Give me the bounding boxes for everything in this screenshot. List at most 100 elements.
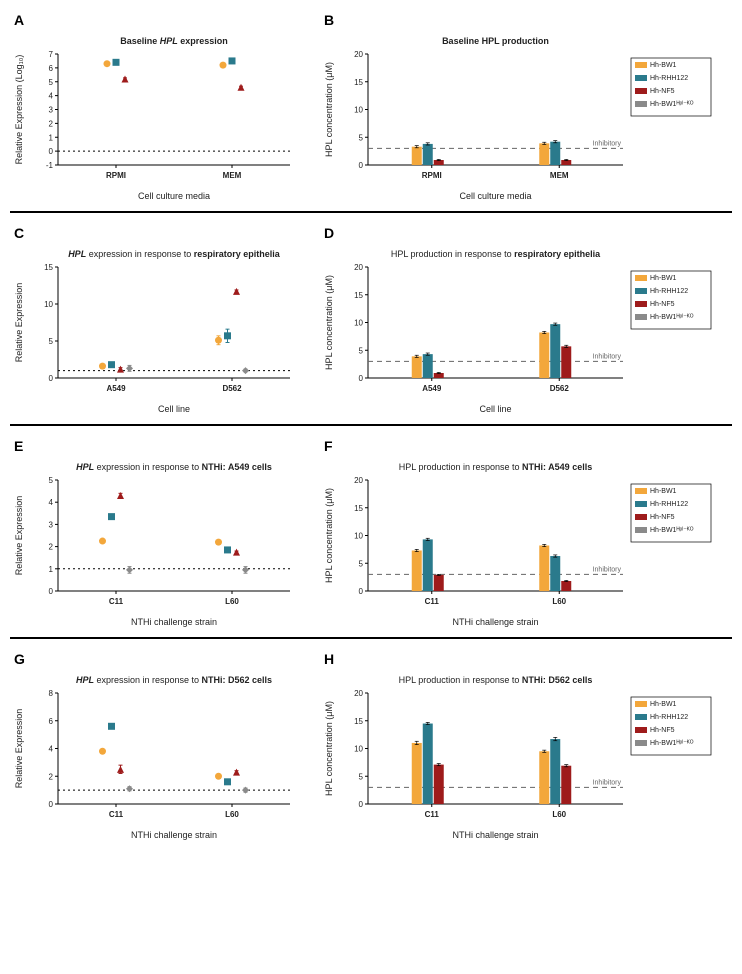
- svg-text:HPL production in response to: HPL production in response to NTHi: A549…: [399, 462, 592, 472]
- svg-text:C11: C11: [109, 810, 124, 819]
- svg-text:Hh-BW1: Hh-BW1: [650, 701, 677, 708]
- svg-text:RPMI: RPMI: [422, 171, 442, 180]
- chart-B: 05101520RPMIMEMCell culture mediaHPL con…: [320, 30, 715, 205]
- svg-text:Inhibitory: Inhibitory: [593, 353, 622, 360]
- svg-text:Hh-NF5: Hh-NF5: [650, 301, 675, 308]
- svg-text:1: 1: [49, 133, 54, 142]
- svg-text:20: 20: [354, 689, 363, 698]
- svg-text:10: 10: [354, 106, 363, 115]
- panel-letter-F: F: [324, 438, 730, 454]
- svg-text:15: 15: [354, 78, 363, 87]
- svg-text:-1: -1: [46, 161, 54, 170]
- svg-text:4: 4: [49, 745, 54, 754]
- svg-text:10: 10: [354, 319, 363, 328]
- svg-text:D562: D562: [550, 384, 570, 393]
- svg-text:Hh-BW1ᴴᵖˡ⁻ᴷᴼ: Hh-BW1ᴴᵖˡ⁻ᴷᴼ: [650, 740, 694, 747]
- panel-letter-D: D: [324, 225, 730, 241]
- svg-text:20: 20: [354, 476, 363, 485]
- svg-text:2: 2: [49, 119, 54, 128]
- svg-text:RPMI: RPMI: [106, 171, 126, 180]
- svg-text:Cell culture media: Cell culture media: [459, 191, 531, 201]
- svg-text:0: 0: [49, 374, 54, 383]
- svg-text:HPL concentration (μM): HPL concentration (μM): [324, 275, 334, 370]
- svg-text:6: 6: [49, 717, 54, 726]
- svg-text:0: 0: [359, 587, 364, 596]
- svg-text:A549: A549: [422, 384, 442, 393]
- svg-text:L60: L60: [552, 810, 566, 819]
- svg-text:Cell line: Cell line: [158, 404, 190, 414]
- svg-text:Hh-RHH122: Hh-RHH122: [650, 501, 688, 508]
- chart-D: 0 5 10 15 20 A549 D562 Cell line HPL concentrati…: [320, 243, 715, 418]
- svg-text:HPL expression in response to: HPL expression in response to NTHi: D562…: [76, 675, 272, 685]
- svg-text:0: 0: [49, 800, 54, 809]
- svg-text:Baseline HPL production: Baseline HPL production: [442, 36, 549, 46]
- svg-text:Cell line: Cell line: [479, 404, 511, 414]
- svg-text:10: 10: [44, 300, 53, 309]
- svg-text:Relative Expression: Relative Expression: [14, 709, 24, 789]
- chart-F: 05101520C11L60NTHi challenge strainHPL c…: [320, 456, 715, 631]
- svg-text:5: 5: [359, 133, 364, 142]
- svg-text:L60: L60: [225, 810, 239, 819]
- chart-E: 012345C11L60NTHi challenge strainRelativ…: [10, 456, 300, 631]
- svg-text:Hh-BW1: Hh-BW1: [650, 488, 677, 495]
- svg-text:NTHi challenge strain: NTHi challenge strain: [131, 830, 217, 840]
- svg-text:0: 0: [359, 800, 364, 809]
- svg-text:Hh-NF5: Hh-NF5: [650, 514, 675, 521]
- svg-text:5: 5: [359, 346, 364, 355]
- svg-text:5: 5: [359, 772, 364, 781]
- svg-text:15: 15: [354, 291, 363, 300]
- svg-text:5: 5: [359, 559, 364, 568]
- chart-G: 0 2 4 6 8 C11 L60 NTHi challenge strain Relative…: [10, 669, 300, 844]
- svg-text:Hh-BW1ᴴᵖˡ⁻ᴷᴼ: Hh-BW1ᴴᵖˡ⁻ᴷᴼ: [650, 527, 694, 534]
- svg-text:NTHi challenge strain: NTHi challenge strain: [131, 617, 217, 627]
- svg-text:Baseline HPL expression: Baseline HPL expression: [120, 36, 228, 46]
- panel-letter-B: B: [324, 12, 730, 28]
- svg-text:Hh-RHH122: Hh-RHH122: [650, 75, 688, 82]
- svg-text:5: 5: [49, 476, 54, 485]
- svg-text:Relative Expression: Relative Expression: [14, 283, 24, 363]
- chart-A: -101234567RPMIMEMCell culture mediaRelat…: [10, 30, 300, 205]
- svg-text:Hh-RHH122: Hh-RHH122: [650, 288, 688, 295]
- svg-text:15: 15: [354, 717, 363, 726]
- svg-text:NTHi challenge strain: NTHi challenge strain: [452, 830, 538, 840]
- svg-text:3: 3: [49, 106, 54, 115]
- svg-text:C11: C11: [109, 597, 124, 606]
- svg-text:HPL expression in response to: HPL expression in response to respirator…: [68, 249, 281, 259]
- svg-text:10: 10: [354, 745, 363, 754]
- panel-letter-A: A: [14, 12, 320, 28]
- svg-text:0: 0: [49, 587, 54, 596]
- svg-text:A549: A549: [106, 384, 126, 393]
- svg-text:8: 8: [49, 689, 54, 698]
- svg-text:Relative Expression (Log₁₀): Relative Expression (Log₁₀): [14, 55, 24, 165]
- svg-text:MEM: MEM: [223, 171, 242, 180]
- svg-text:Relative Expression: Relative Expression: [14, 496, 24, 576]
- svg-text:3: 3: [49, 520, 54, 529]
- svg-text:Hh-BW1: Hh-BW1: [650, 62, 677, 69]
- svg-text:0: 0: [359, 374, 364, 383]
- svg-text:HPL concentration (μM): HPL concentration (μM): [324, 701, 334, 796]
- svg-text:15: 15: [354, 504, 363, 513]
- svg-text:0: 0: [359, 161, 364, 170]
- svg-text:2: 2: [49, 772, 54, 781]
- panel-letter-G: G: [14, 651, 320, 667]
- svg-text:20: 20: [354, 263, 363, 272]
- svg-text:5: 5: [49, 337, 54, 346]
- svg-text:6: 6: [49, 64, 54, 73]
- svg-text:Hh-BW1ᴴᵖˡ⁻ᴷᴼ: Hh-BW1ᴴᵖˡ⁻ᴷᴼ: [650, 314, 694, 321]
- svg-text:4: 4: [49, 92, 54, 101]
- panel-letter-E: E: [14, 438, 320, 454]
- svg-text:Inhibitory: Inhibitory: [593, 140, 622, 147]
- chart-H: 0 5 10 15 20 C11 L60 NTHi challenge strain HPL c…: [320, 669, 715, 844]
- svg-text:7: 7: [49, 50, 54, 59]
- svg-text:5: 5: [49, 78, 54, 87]
- panel-letter-H: H: [324, 651, 730, 667]
- svg-text:C11: C11: [425, 810, 440, 819]
- svg-text:Inhibitory: Inhibitory: [593, 566, 622, 573]
- svg-text:C11: C11: [425, 597, 440, 606]
- svg-text:HPL production in response to: HPL production in response to NTHi: D562…: [399, 675, 593, 685]
- svg-text:HPL concentration (μM): HPL concentration (μM): [324, 62, 334, 157]
- svg-text:Hh-BW1: Hh-BW1: [650, 275, 677, 282]
- panel-letter-C: C: [14, 225, 320, 241]
- svg-text:MEM: MEM: [550, 171, 569, 180]
- svg-text:Cell culture media: Cell culture media: [138, 191, 210, 201]
